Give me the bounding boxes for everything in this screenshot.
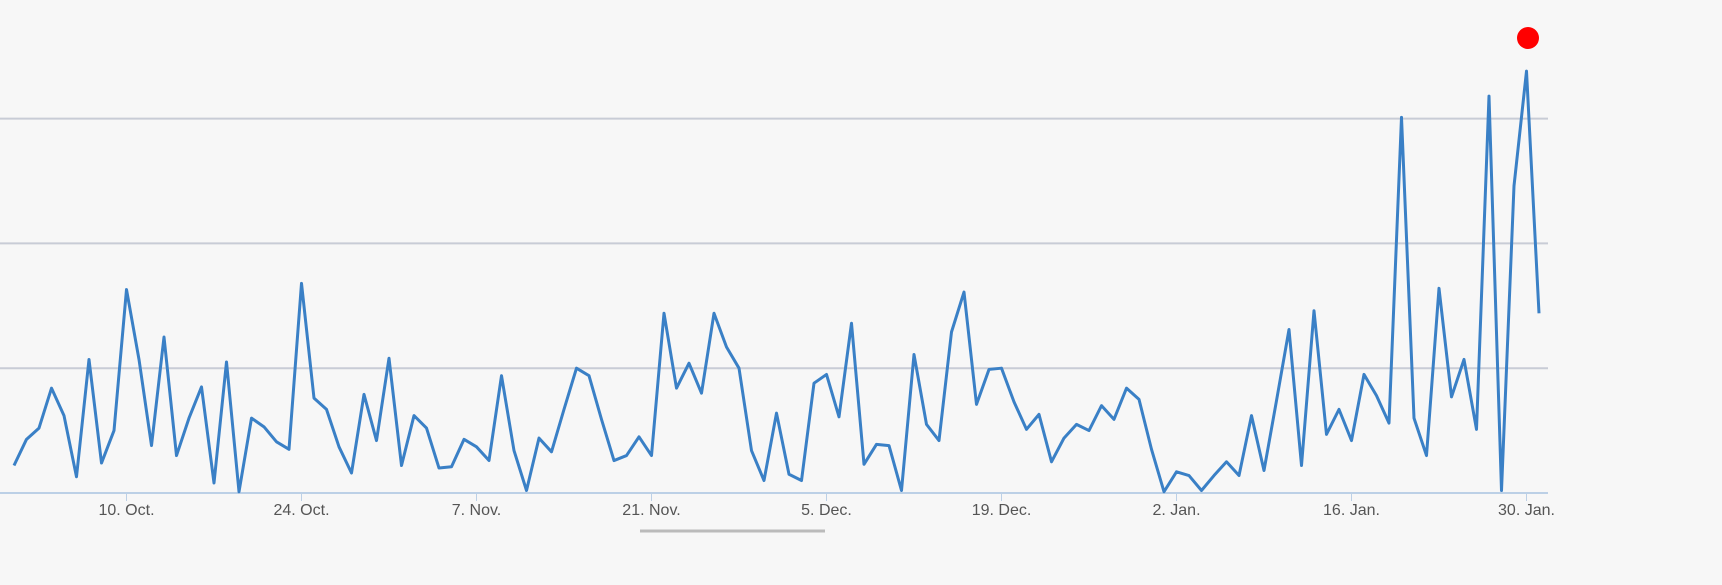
x-tick-label: 10. Oct. <box>98 502 154 519</box>
x-tick-label: 21. Nov. <box>622 502 680 519</box>
x-tick-label: 24. Oct. <box>273 502 329 519</box>
x-tick-label: 19. Dec. <box>972 502 1032 519</box>
highlight-dot <box>1517 27 1539 49</box>
x-tick-label: 16. Jan. <box>1323 502 1380 519</box>
x-tick-label: 30. Jan. <box>1498 502 1555 519</box>
x-tick-label: 5. Dec. <box>801 502 852 519</box>
data-line <box>12 69 1541 494</box>
x-tick-label: 2. Jan. <box>1152 502 1200 519</box>
x-tick-label: 7. Nov. <box>452 502 502 519</box>
